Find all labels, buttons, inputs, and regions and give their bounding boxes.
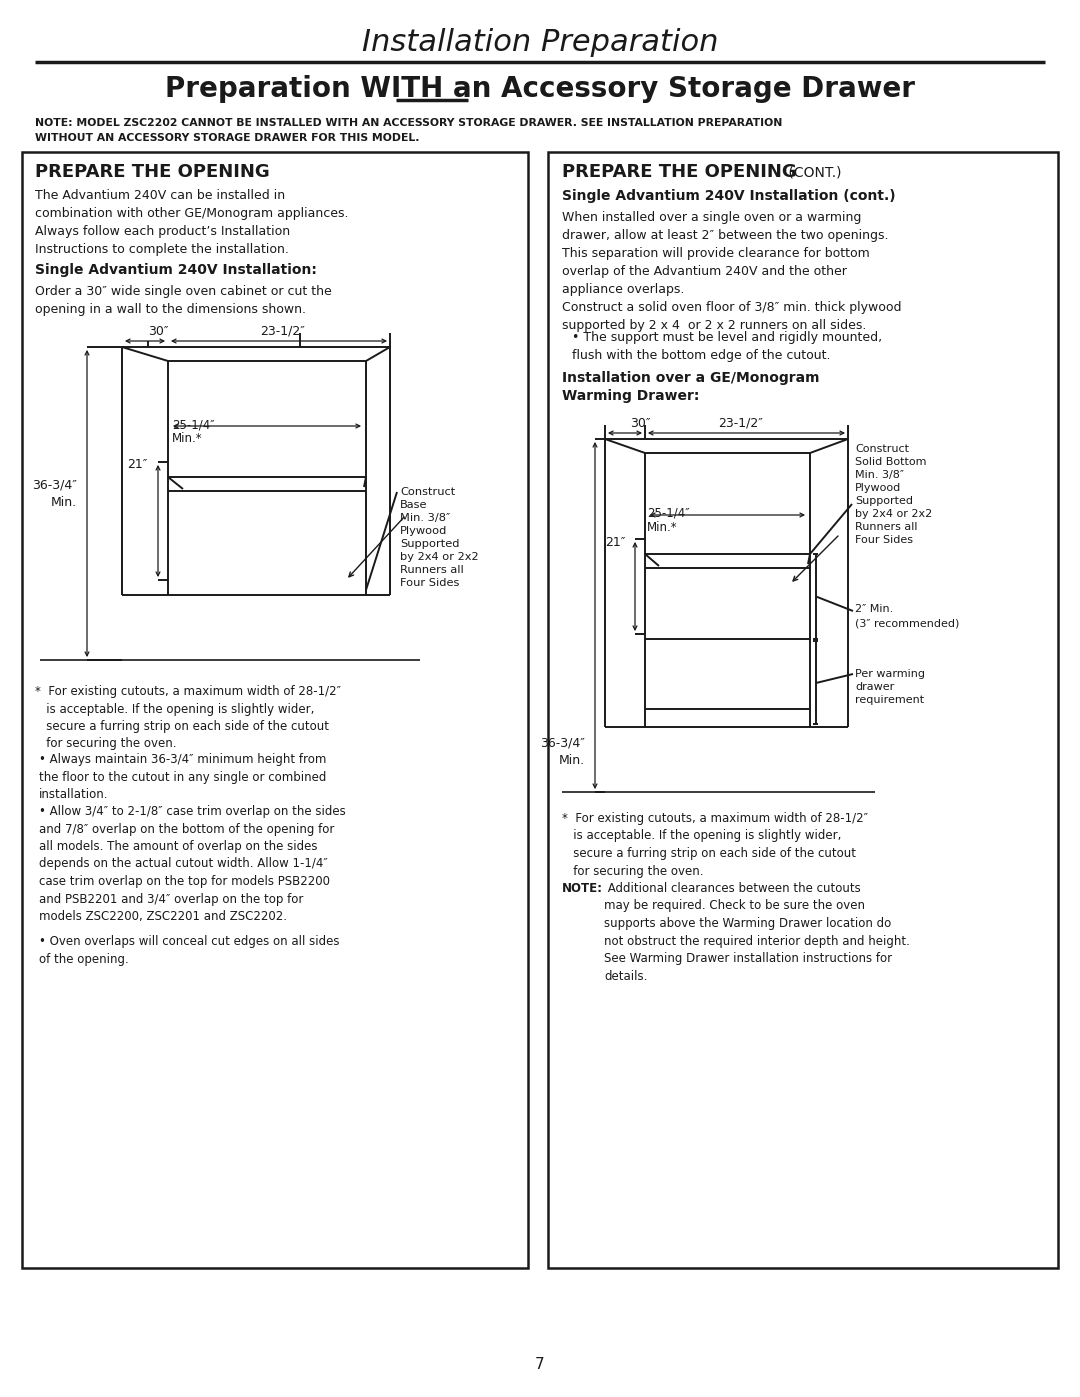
Text: 30″: 30″ [148,326,168,338]
Text: Preparation WITH an Accessory Storage Drawer: Preparation WITH an Accessory Storage Dr… [165,75,915,103]
Text: • Always maintain 36-3/4″ minimum height from
the floor to the cutout in any sin: • Always maintain 36-3/4″ minimum height… [39,753,326,800]
Text: Construct
Solid Bottom
Min. 3/8″
Plywood
Supported
by 2x4 or 2x2
Runners all
Fou: Construct Solid Bottom Min. 3/8″ Plywood… [855,444,932,545]
Text: • Oven overlaps will conceal cut edges on all sides
of the opening.: • Oven overlaps will conceal cut edges o… [39,935,339,965]
Text: 25-1/4″: 25-1/4″ [172,418,215,432]
Text: • The support must be level and rigidly mounted,
flush with the bottom edge of t: • The support must be level and rigidly … [572,331,882,362]
Text: Min.*: Min.* [647,521,677,534]
Text: PREPARE THE OPENING: PREPARE THE OPENING [562,163,797,182]
Text: Single Advantium 240V Installation:: Single Advantium 240V Installation: [35,263,316,277]
Text: 36-3/4″
Min.: 36-3/4″ Min. [540,738,585,767]
Text: 25-1/4″: 25-1/4″ [647,507,690,520]
Text: Installation over a GE/Monogram: Installation over a GE/Monogram [562,372,820,386]
Text: 21″: 21″ [605,536,625,549]
Text: Order a 30″ wide single oven cabinet or cut the
opening in a wall to the dimensi: Order a 30″ wide single oven cabinet or … [35,285,332,316]
Text: (3″ recommended): (3″ recommended) [855,617,959,629]
Text: NOTE: MODEL ZSC2202 CANNOT BE INSTALLED WITH AN ACCESSORY STORAGE DRAWER. SEE IN: NOTE: MODEL ZSC2202 CANNOT BE INSTALLED … [35,117,782,129]
Text: 23-1/2″: 23-1/2″ [260,326,305,338]
Text: WITHOUT AN ACCESSORY STORAGE DRAWER FOR THIS MODEL.: WITHOUT AN ACCESSORY STORAGE DRAWER FOR … [35,133,419,142]
Text: (CONT.): (CONT.) [784,165,841,179]
Text: Single Advantium 240V Installation (cont.): Single Advantium 240V Installation (cont… [562,189,895,203]
Text: Construct a solid oven floor of 3/8″ min. thick plywood
supported by 2 x 4  or 2: Construct a solid oven floor of 3/8″ min… [562,300,902,332]
Text: 23-1/2″: 23-1/2″ [718,416,762,430]
Text: NOTE:: NOTE: [562,882,603,895]
Text: 7: 7 [536,1356,544,1372]
Text: • Allow 3/4″ to 2-1/8″ case trim overlap on the sides
and 7/8″ overlap on the bo: • Allow 3/4″ to 2-1/8″ case trim overlap… [39,805,346,923]
Text: 30″: 30″ [630,416,650,430]
Text: *  For existing cutouts, a maximum width of 28-1/2″
   is acceptable. If the ope: * For existing cutouts, a maximum width … [35,685,341,750]
Text: PREPARE THE OPENING: PREPARE THE OPENING [35,163,270,182]
Text: Additional clearances between the cutouts
may be required. Check to be sure the : Additional clearances between the cutout… [604,882,909,982]
Text: 36-3/4″
Min.: 36-3/4″ Min. [32,479,77,509]
Text: *  For existing cutouts, a maximum width of 28-1/2″
   is acceptable. If the ope: * For existing cutouts, a maximum width … [562,812,868,877]
Text: Per warming
drawer
requirement: Per warming drawer requirement [855,669,924,705]
Bar [22,152,528,1268]
Text: Installation Preparation: Installation Preparation [362,28,718,57]
Text: Warming Drawer:: Warming Drawer: [562,388,700,402]
Text: 21″: 21″ [127,458,148,472]
Text: When installed over a single oven or a warming
drawer, allow at least 2″ between: When installed over a single oven or a w… [562,211,889,296]
Bar [548,152,1058,1268]
Text: Construct
Base
Min. 3/8″
Plywood
Supported
by 2x4 or 2x2
Runners all
Four Sides: Construct Base Min. 3/8″ Plywood Support… [400,488,478,588]
Text: Min.*: Min.* [172,432,203,446]
Text: 2″ Min.: 2″ Min. [855,604,893,615]
Text: The Advantium 240V can be installed in
combination with other GE/Monogram applia: The Advantium 240V can be installed in c… [35,189,349,256]
